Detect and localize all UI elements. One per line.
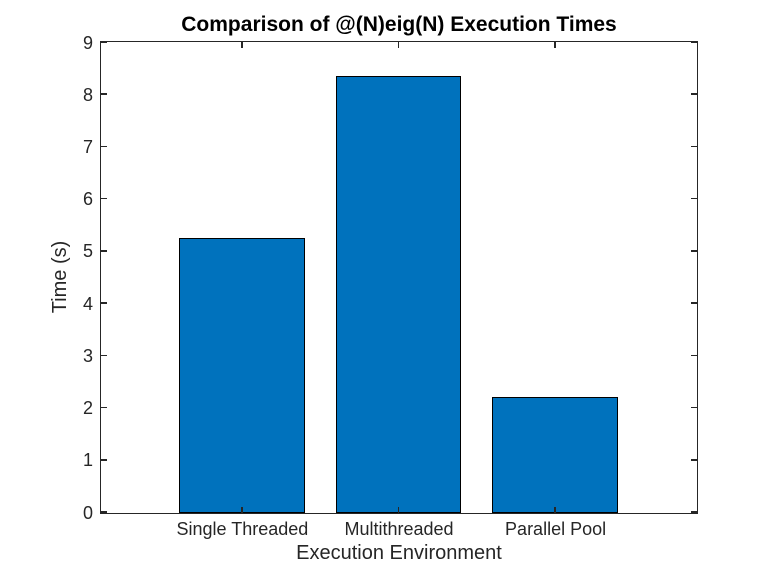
bar-single-threaded <box>179 237 305 513</box>
x-tick <box>397 507 400 513</box>
y-tick <box>101 41 107 43</box>
x-tick-top <box>554 42 556 48</box>
y-tick-label: 0 <box>82 502 93 523</box>
y-tick-label: 1 <box>82 450 93 471</box>
y-tick <box>101 354 107 357</box>
y-tick <box>101 145 107 148</box>
y-tick-right <box>691 354 697 357</box>
y-tick <box>101 302 107 304</box>
y-tick-right <box>691 250 697 252</box>
y-tick-label: 8 <box>82 84 93 105</box>
y-tick <box>101 459 107 461</box>
y-tick-right <box>691 197 697 200</box>
bar-parallel-pool <box>492 396 618 513</box>
y-tick-label: 2 <box>82 398 93 419</box>
x-tick-label: Multithreaded <box>344 519 454 539</box>
x-tick <box>554 507 556 513</box>
y-tick-label: 9 <box>82 32 93 53</box>
y-tick-label: 5 <box>82 241 93 262</box>
plot-area <box>100 41 698 514</box>
y-tick-right <box>691 302 697 304</box>
chart-title: Comparison of @(N)eig(N) Execution Times <box>181 13 617 36</box>
y-tick-right <box>691 406 697 409</box>
x-tick-label: Parallel Pool <box>505 519 607 539</box>
y-tick-right <box>691 93 697 95</box>
y-tick-label: 6 <box>82 189 93 210</box>
y-tick-right <box>691 459 697 461</box>
y-tick-label: 3 <box>82 345 93 366</box>
x-tick <box>241 507 243 513</box>
y-tick <box>101 93 107 95</box>
y-tick-label: 4 <box>82 293 93 314</box>
y-tick <box>101 197 107 200</box>
y-tick <box>101 406 107 409</box>
y-tick <box>101 250 107 252</box>
y-tick-right <box>691 145 697 148</box>
y-tick-right <box>691 511 697 513</box>
x-tick-top <box>241 42 243 48</box>
y-tick-label: 7 <box>82 136 93 157</box>
y-tick <box>101 511 107 513</box>
x-axis-label: Execution Environment <box>296 542 502 564</box>
y-tick-right <box>691 41 697 43</box>
bar-multithreaded <box>335 75 462 513</box>
x-tick-top <box>397 42 400 48</box>
x-tick-label: Single Threaded <box>176 519 309 539</box>
